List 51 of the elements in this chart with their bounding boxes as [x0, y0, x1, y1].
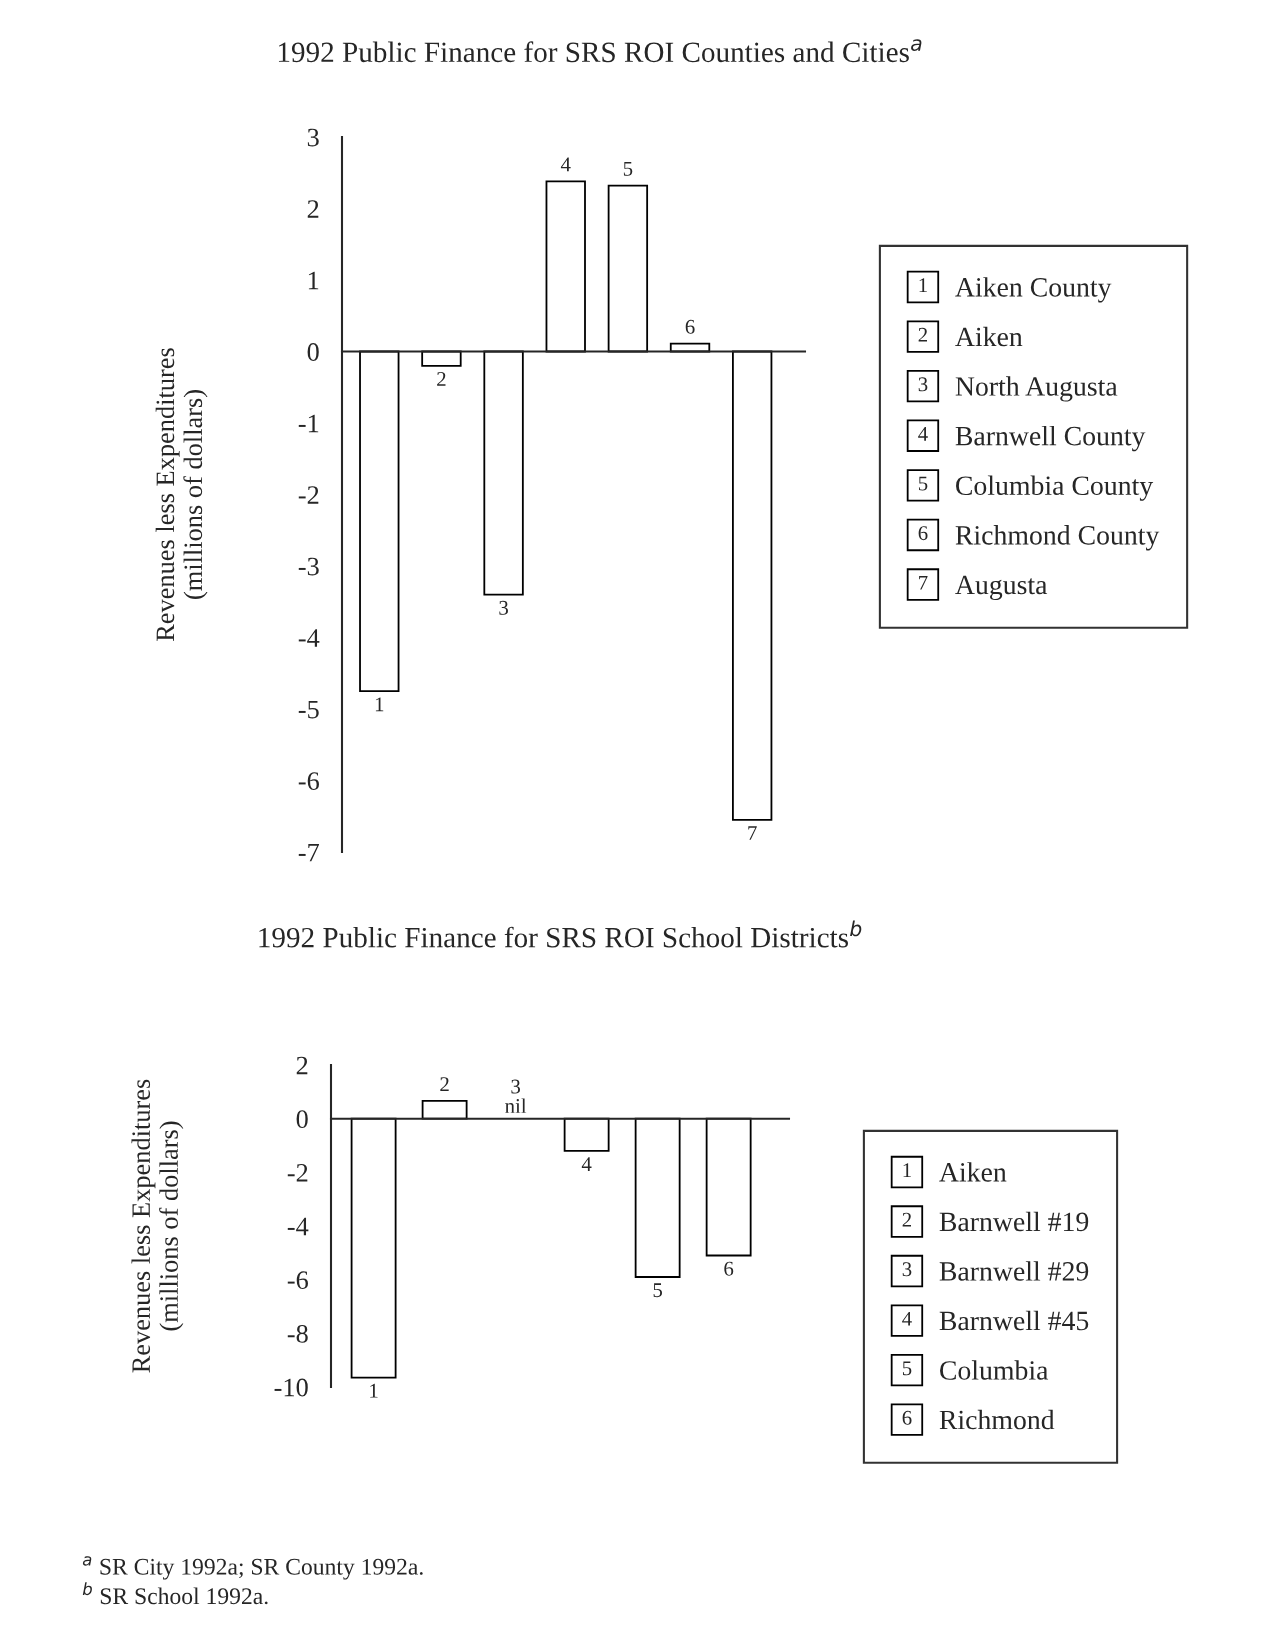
- category-label: 5: [902, 1361, 912, 1376]
- category-label: 1: [919, 278, 927, 293]
- legend-label: Columbia County: [956, 475, 1154, 501]
- annotation: nil: [505, 1098, 527, 1113]
- y-tick-label: -5: [298, 700, 319, 719]
- y-axis-title: Revenues less Expenditures (millions of dollars): [131, 1079, 184, 1373]
- text: $^{b}$ SR School 1992a.: [82, 1582, 268, 1605]
- category-label: 4: [902, 1311, 912, 1326]
- category-label: 6: [918, 526, 928, 541]
- y-tick-label: -2: [287, 1164, 308, 1182]
- y-tick-label: -4: [287, 1217, 309, 1236]
- y-tick-label: 1: [308, 271, 319, 290]
- category-label: 2: [918, 327, 927, 342]
- legend-label: North Augusta: [955, 376, 1118, 402]
- chart-title: 1992 Public Finance for SRS ROI School Districts$^{b}$: [259, 920, 862, 948]
- y-tick-label: -6: [287, 1271, 308, 1290]
- y-tick-label: -3: [298, 557, 319, 576]
- category-label: 7: [919, 575, 928, 590]
- category-label: 2: [902, 1212, 911, 1227]
- category-label: 6: [902, 1410, 912, 1425]
- y-tick-label: -1: [298, 414, 319, 433]
- legend-label: Aiken: [939, 1162, 1007, 1182]
- legend-label: Barnwell County: [955, 425, 1146, 452]
- legend-label: Barnwell #19: [939, 1211, 1089, 1232]
- category-label: 3: [902, 1262, 912, 1277]
- y-tick-label: 2: [296, 1056, 308, 1075]
- category-label: 3: [918, 377, 928, 392]
- y-tick-label: -2: [298, 486, 319, 504]
- category-label: 5: [918, 476, 928, 491]
- legend-label: Barnwell #29: [939, 1261, 1089, 1281]
- legend-label: Barnwell #45: [939, 1310, 1089, 1331]
- category-label: 4: [918, 427, 928, 441]
- legend-label: Aiken County: [955, 277, 1112, 303]
- y-tick-label: -8: [287, 1324, 308, 1343]
- y-tick-label: -4: [298, 629, 320, 647]
- y-tick-label: 2: [307, 200, 319, 218]
- y-axis-title: Revenues less Expenditures (millions of dollars): [155, 348, 208, 642]
- legend-label: Richmond: [939, 1409, 1055, 1430]
- y-tick-label: 3: [307, 128, 319, 147]
- text: $^{a}$ SR City 1992a; SR County 1992a.: [82, 1556, 423, 1580]
- y-tick-label: -6: [298, 772, 319, 790]
- legend-label: Richmond County: [955, 525, 1160, 551]
- chart-title: 1992 Public Finance for SRS ROI Counties and Cities$^{a}$: [278, 39, 922, 63]
- legend-label: Augusta: [955, 575, 1048, 600]
- y-tick-label: 0: [307, 343, 319, 361]
- y-tick-label: -10: [274, 1378, 308, 1397]
- y-tick-label: 0: [296, 1110, 308, 1129]
- legend-label: Aiken: [955, 326, 1023, 347]
- y-tick-label: -7: [298, 843, 320, 862]
- category-label: 1: [903, 1163, 911, 1178]
- legend-label: Columbia: [940, 1360, 1049, 1380]
